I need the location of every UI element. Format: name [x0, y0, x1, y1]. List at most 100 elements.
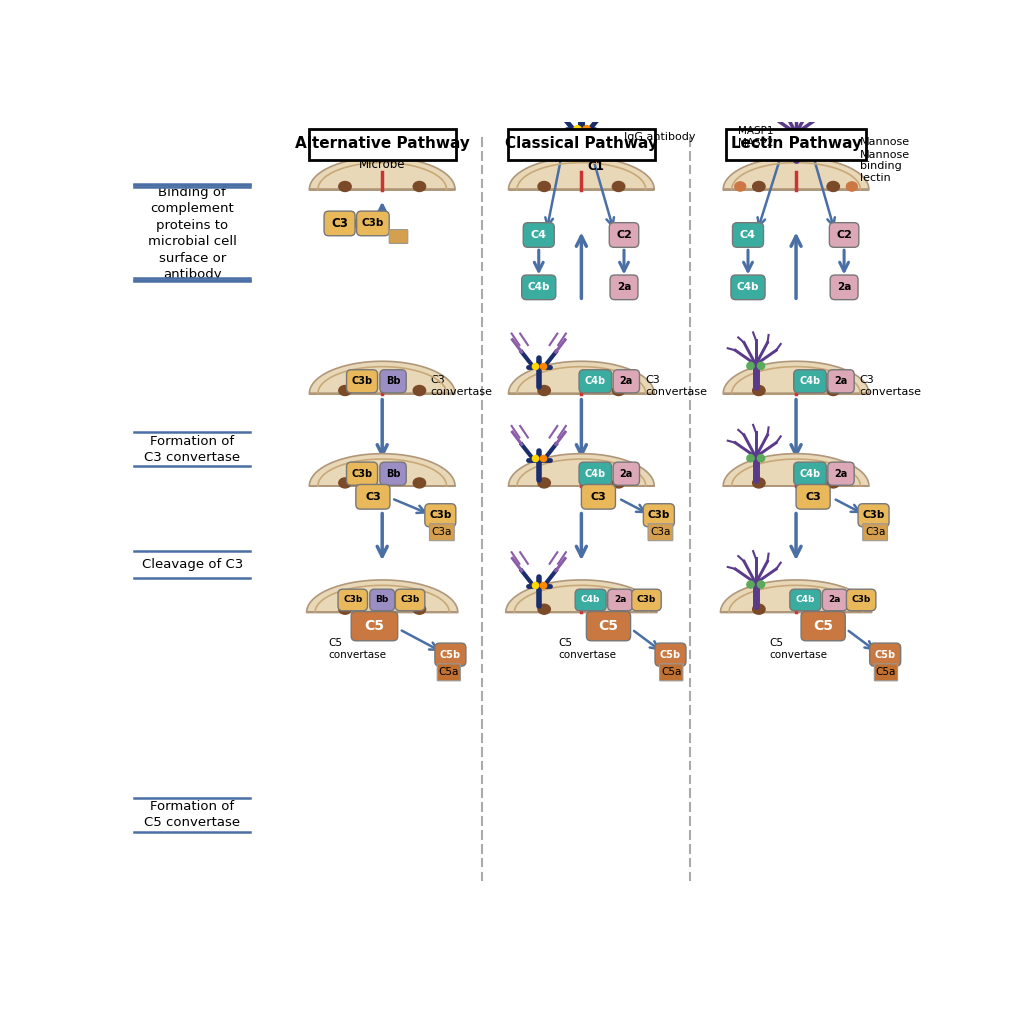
Text: 2a: 2a	[620, 377, 633, 387]
Text: Bb: Bb	[376, 596, 389, 605]
FancyBboxPatch shape	[613, 462, 640, 485]
Ellipse shape	[612, 386, 625, 396]
Text: Classical Pathway: Classical Pathway	[505, 136, 657, 151]
Text: C4b: C4b	[585, 377, 606, 387]
Text: Microbe: Microbe	[359, 158, 406, 172]
Text: C3
convertase: C3 convertase	[430, 376, 493, 397]
Ellipse shape	[827, 182, 840, 192]
Polygon shape	[721, 580, 871, 612]
Polygon shape	[309, 361, 455, 394]
FancyBboxPatch shape	[796, 484, 830, 510]
Text: Lectin Pathway: Lectin Pathway	[730, 136, 861, 151]
Text: Alternative Pathway: Alternative Pathway	[295, 136, 470, 151]
Text: 2a: 2a	[616, 282, 631, 292]
Polygon shape	[723, 157, 869, 190]
FancyBboxPatch shape	[801, 611, 845, 640]
Text: IgG antibody: IgG antibody	[624, 132, 695, 142]
Text: Mannose: Mannose	[859, 137, 909, 147]
FancyBboxPatch shape	[827, 369, 854, 393]
Polygon shape	[309, 454, 455, 486]
FancyBboxPatch shape	[579, 369, 611, 393]
Text: C3b: C3b	[343, 596, 362, 605]
FancyBboxPatch shape	[380, 462, 407, 485]
Circle shape	[746, 362, 754, 369]
Polygon shape	[723, 361, 869, 394]
FancyBboxPatch shape	[609, 222, 639, 248]
Text: C3b: C3b	[862, 511, 885, 521]
FancyBboxPatch shape	[822, 589, 847, 611]
FancyBboxPatch shape	[370, 589, 394, 611]
FancyBboxPatch shape	[794, 369, 826, 393]
Text: Formation of
C5 convertase: Formation of C5 convertase	[144, 800, 241, 829]
Text: Binding of
complement
proteins to
microbial cell
surface or
antibody: Binding of complement proteins to microb…	[147, 186, 237, 281]
Text: C4b: C4b	[800, 377, 820, 387]
Text: C3
convertase: C3 convertase	[645, 376, 707, 397]
FancyBboxPatch shape	[380, 369, 407, 393]
FancyBboxPatch shape	[874, 664, 898, 681]
FancyBboxPatch shape	[731, 275, 765, 299]
Text: C5b: C5b	[874, 650, 896, 660]
Circle shape	[758, 362, 765, 369]
FancyBboxPatch shape	[829, 222, 859, 248]
Polygon shape	[506, 580, 657, 612]
FancyBboxPatch shape	[587, 611, 631, 640]
Text: C3b: C3b	[852, 596, 870, 605]
Text: C1: C1	[588, 160, 604, 173]
Text: C5b: C5b	[440, 650, 461, 660]
FancyBboxPatch shape	[395, 589, 425, 611]
Polygon shape	[509, 157, 654, 190]
Ellipse shape	[414, 478, 426, 488]
FancyBboxPatch shape	[435, 644, 466, 666]
Text: 2a: 2a	[837, 282, 851, 292]
Ellipse shape	[753, 478, 765, 488]
Ellipse shape	[735, 182, 745, 191]
Ellipse shape	[538, 478, 550, 488]
FancyBboxPatch shape	[610, 275, 638, 299]
Text: C4b: C4b	[800, 469, 820, 479]
Text: Bb: Bb	[386, 377, 400, 387]
Text: C5
convertase: C5 convertase	[328, 638, 386, 660]
Ellipse shape	[753, 182, 765, 192]
Ellipse shape	[538, 386, 550, 396]
Polygon shape	[306, 580, 458, 612]
Text: C2: C2	[616, 230, 632, 240]
Text: C4b: C4b	[736, 282, 759, 292]
Text: Formation of
C3 convertase: Formation of C3 convertase	[144, 434, 241, 464]
FancyBboxPatch shape	[437, 664, 461, 681]
FancyBboxPatch shape	[858, 503, 889, 527]
FancyBboxPatch shape	[356, 484, 390, 510]
Circle shape	[746, 455, 754, 462]
Text: C4: C4	[530, 230, 547, 240]
Ellipse shape	[538, 604, 550, 614]
FancyBboxPatch shape	[830, 275, 858, 299]
Ellipse shape	[339, 182, 351, 192]
Text: C4: C4	[740, 230, 756, 240]
Text: 2a: 2a	[835, 469, 848, 479]
FancyBboxPatch shape	[869, 644, 901, 666]
Ellipse shape	[538, 182, 550, 192]
FancyBboxPatch shape	[655, 644, 686, 666]
FancyBboxPatch shape	[425, 503, 456, 527]
FancyBboxPatch shape	[827, 462, 854, 485]
Text: C5a: C5a	[662, 667, 681, 677]
Text: C4b: C4b	[796, 596, 815, 605]
Ellipse shape	[414, 386, 426, 396]
FancyBboxPatch shape	[508, 129, 655, 159]
Polygon shape	[509, 454, 654, 486]
Ellipse shape	[827, 604, 840, 614]
Text: C3b: C3b	[351, 377, 373, 387]
Text: C3b: C3b	[361, 218, 384, 228]
Text: C5
convertase: C5 convertase	[558, 638, 616, 660]
Circle shape	[758, 455, 765, 462]
Ellipse shape	[827, 478, 840, 488]
Text: 2a: 2a	[828, 596, 841, 605]
Text: 2a: 2a	[620, 469, 633, 479]
FancyBboxPatch shape	[389, 229, 408, 244]
FancyBboxPatch shape	[790, 589, 821, 611]
FancyBboxPatch shape	[429, 524, 455, 541]
Ellipse shape	[339, 478, 351, 488]
Ellipse shape	[414, 182, 426, 192]
Text: C5a: C5a	[438, 667, 459, 677]
FancyBboxPatch shape	[575, 589, 606, 611]
Text: C5: C5	[365, 619, 384, 633]
